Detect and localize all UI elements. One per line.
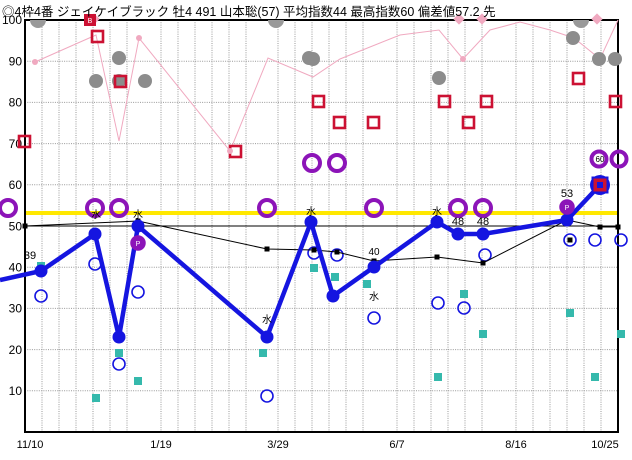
svg-text:20: 20 (9, 343, 23, 357)
svg-text:60: 60 (596, 155, 605, 164)
svg-text:10/25: 10/25 (591, 439, 619, 451)
svg-text:53: 53 (561, 188, 573, 200)
svg-text:50: 50 (9, 219, 23, 233)
svg-text:48: 48 (477, 216, 489, 228)
svg-text:水: 水 (432, 206, 442, 218)
svg-text:11/10: 11/10 (17, 439, 44, 451)
svg-text:10: 10 (9, 384, 23, 398)
svg-text:1/19: 1/19 (150, 439, 171, 451)
svg-text:水: 水 (91, 209, 101, 221)
svg-text:40: 40 (368, 247, 380, 258)
svg-text:3/29: 3/29 (267, 439, 288, 451)
svg-text:8/16: 8/16 (505, 439, 526, 451)
svg-text:水: 水 (262, 314, 272, 326)
svg-text:48: 48 (452, 216, 464, 228)
svg-text:60: 60 (9, 178, 23, 192)
svg-text:40: 40 (9, 261, 23, 275)
svg-text:6/7: 6/7 (389, 439, 404, 451)
svg-text:P: P (136, 241, 141, 248)
svg-text:90: 90 (9, 55, 23, 69)
svg-text:水: 水 (306, 206, 316, 218)
svg-text:水: 水 (369, 291, 379, 303)
svg-text:水: 水 (133, 209, 143, 221)
svg-text:39: 39 (24, 250, 36, 262)
svg-text:30: 30 (9, 302, 23, 316)
svg-text:80: 80 (9, 96, 23, 110)
svg-text:P: P (565, 205, 570, 212)
